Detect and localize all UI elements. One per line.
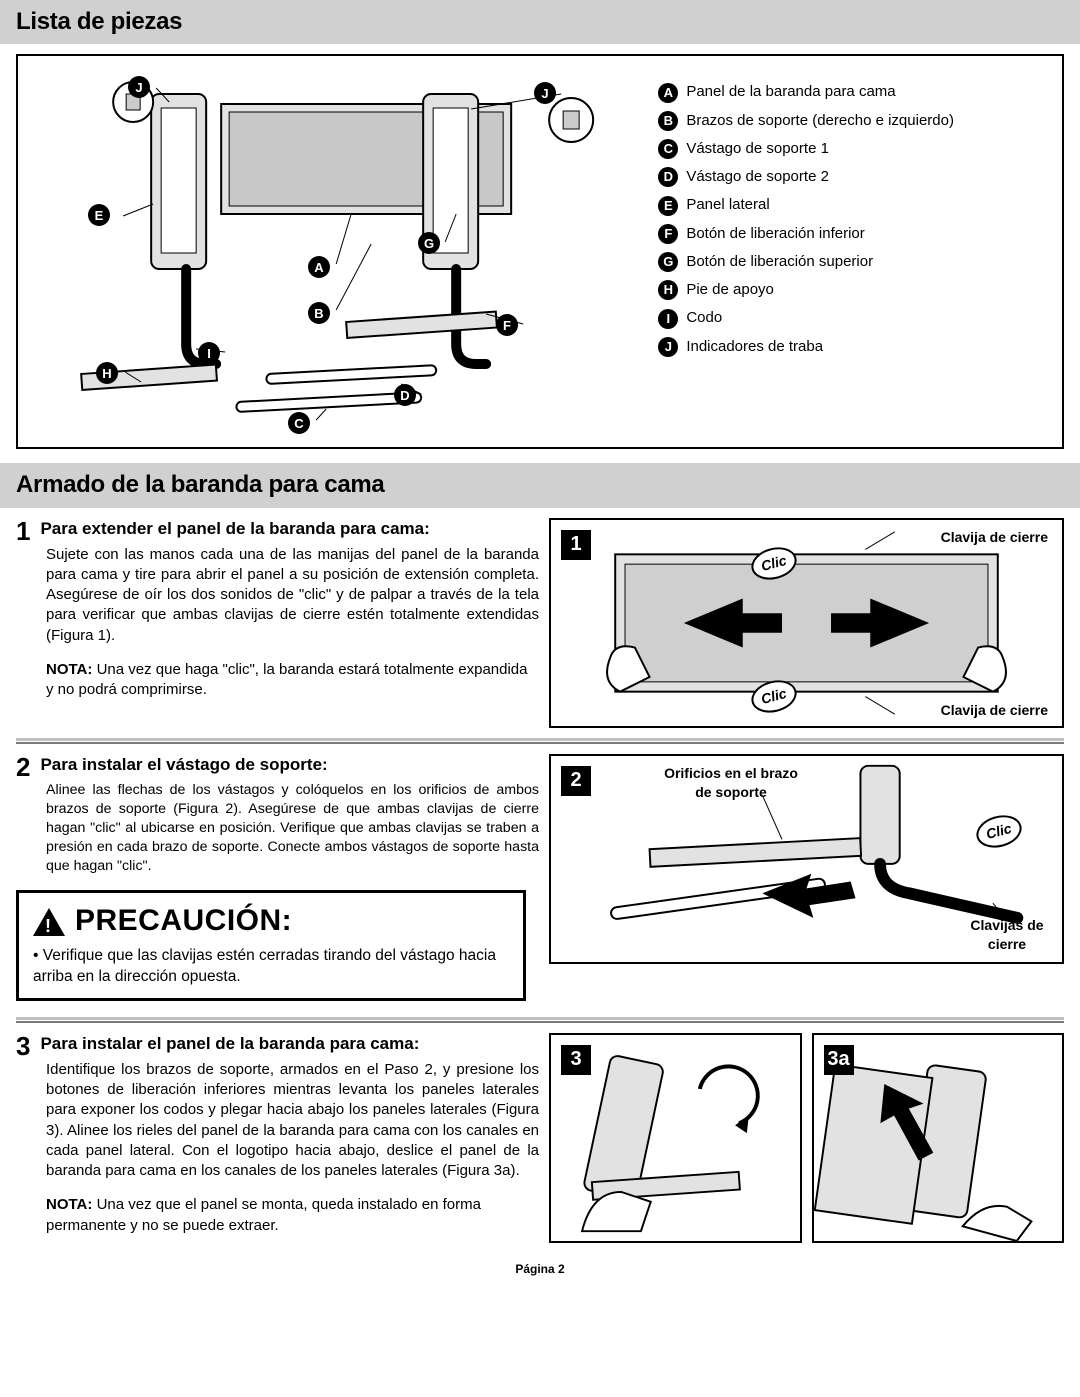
legend-bullet: C [658,139,678,159]
legend-bullet: E [658,196,678,216]
parts-diagram: J J E G A B F I H D C [26,64,646,439]
step-body: Sujete con las manos cada una de las man… [46,545,539,646]
legend-text: Brazos de soporte (derecho e izquierdo) [686,111,954,131]
step-number: 1 [16,518,30,544]
caution-body: • Verifique que las clavijas estén cerra… [33,946,509,988]
legend-bullet: B [658,111,678,131]
legend-bullet: H [658,280,678,300]
legend-text: Indicadores de traba [686,337,823,357]
legend-bullet: I [658,309,678,329]
divider [16,1017,1064,1023]
legend-bullet: G [658,252,678,272]
legend-bullet: F [658,224,678,244]
legend-bullet: D [658,167,678,187]
step-body: Identifique los brazos de soporte, armad… [46,1060,539,1182]
parts-legend: A Panel de la baranda para cama B Brazos d… [646,64,1054,439]
legend-text: Vástago de soporte 2 [686,167,829,187]
figure-label: Clavija de cierre [941,701,1048,720]
legend-row: E Panel lateral [658,195,1046,215]
figure-number: 3a [824,1045,854,1075]
step-number: 2 [16,754,30,780]
figure-label: Clavija de cierre [941,528,1048,547]
legend-text: Botón de liberación inferior [686,224,864,244]
legend-text: Panel lateral [686,195,769,215]
section-header-parts: Lista de piezas [0,0,1080,44]
warning-icon [33,908,65,936]
figure-3a: 3a [812,1033,1065,1243]
section-header-assembly: Armado de la baranda para cama [0,463,1080,507]
figure-number: 1 [561,530,591,560]
legend-row: C Vástago de soporte 1 [658,139,1046,159]
step-1: 1 Para extender el panel de la baranda p… [16,518,1064,728]
legend-text: Panel de la baranda para cama [686,82,895,102]
figure-1: 1 Clavija de cierre Clavija de cierre Cl… [549,518,1064,728]
legend-row: J Indicadores de traba [658,337,1046,357]
legend-row: H Pie de apoyo [658,280,1046,300]
legend-text: Codo [686,308,722,328]
step-number: 3 [16,1033,30,1059]
divider [16,738,1064,744]
step-title: Para instalar el panel de la baranda par… [40,1034,419,1053]
figure-1-svg [551,520,1062,726]
step-title: Para extender el panel de la baranda par… [40,519,429,538]
step-title: Para instalar el vástago de soporte: [40,755,327,774]
step-note: NOTA: Una vez que el panel se monta, que… [46,1195,539,1236]
step-note: NOTA: Una vez que haga "clic", la barand… [46,660,539,701]
legend-row: B Brazos de soporte (derecho e izquierdo) [658,111,1046,131]
legend-row: A Panel de la baranda para cama [658,82,1046,102]
parts-svg [26,64,646,434]
figure-3: 3 [549,1033,802,1243]
figure-label: Orificios en el brazo de soporte [661,764,801,802]
figure-number: 2 [561,766,591,796]
legend-text: Vástago de soporte 1 [686,139,829,159]
step-2: 2 Para instalar el vástago de soporte: A… [16,754,1064,1007]
legend-text: Botón de liberación superior [686,252,873,272]
step-3: 3 Para instalar el panel de la baranda p… [16,1033,1064,1243]
page-footer: Página 2 [0,1261,1080,1277]
legend-bullet: J [658,337,678,357]
legend-row: I Codo [658,308,1046,328]
legend-row: F Botón de liberación inferior [658,224,1046,244]
caution-title: PRECAUCIÓN: [33,901,509,942]
legend-row: D Vástago de soporte 2 [658,167,1046,187]
legend-text: Pie de apoyo [686,280,774,300]
figure-number: 3 [561,1045,591,1075]
legend-row: G Botón de liberación superior [658,252,1046,272]
legend-bullet: A [658,83,678,103]
figure-2: 2 Orificios en el brazo de soporte Clavi… [549,754,1064,964]
figure-label: Clavijas de cierre [962,916,1052,954]
step-body: Alinee las flechas de los vástagos y col… [46,781,539,877]
parts-box: J J E G A B F I H D C A Panel de la baran… [16,54,1064,449]
caution-box: PRECAUCIÓN: • Verifique que las clavijas… [16,890,526,1000]
